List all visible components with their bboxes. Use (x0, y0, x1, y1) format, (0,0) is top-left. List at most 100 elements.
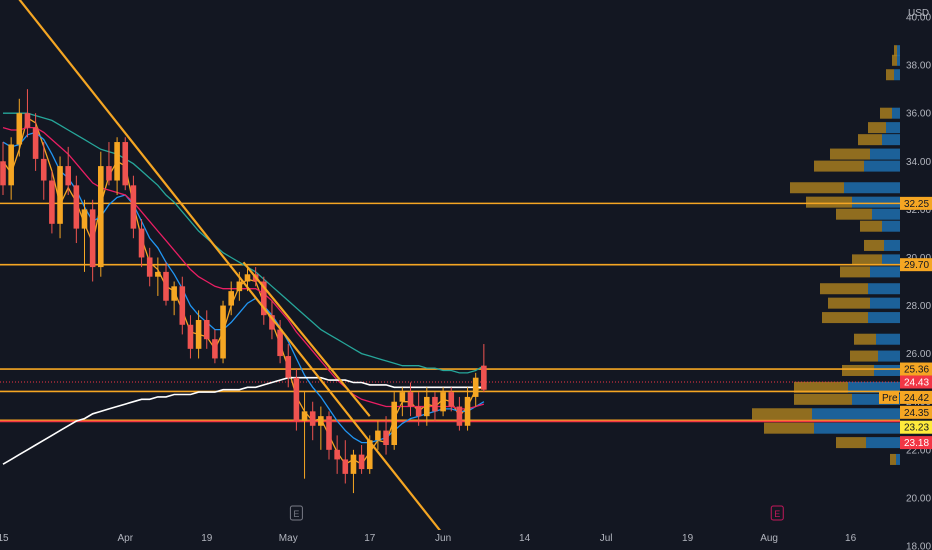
price-tag-background (900, 390, 932, 404)
candle-body (16, 113, 23, 145)
candle-body (244, 274, 251, 282)
volume-profile-bar-up (822, 312, 868, 324)
volume-profile-bar-down (897, 45, 900, 57)
volume-profile-bar-up (886, 69, 894, 81)
earnings-marker[interactable]: E (770, 505, 784, 521)
trendline (18, 0, 442, 530)
candle-body (334, 449, 340, 460)
candle-body (57, 166, 63, 224)
pre-market-label: Pre (882, 393, 898, 404)
candle-body (481, 365, 487, 390)
y-axis-tick-label: 34.00 (906, 157, 931, 168)
candle-body (383, 430, 389, 446)
candle-body (73, 185, 80, 229)
candle-body (440, 392, 446, 412)
candle-body (114, 142, 120, 181)
volume-profile-bar-up (790, 182, 844, 194)
y-axis-tick-label: 22.00 (906, 445, 931, 456)
volume-profile-bar-down (848, 381, 900, 393)
y-axis-tick-label: 26.00 (906, 349, 931, 360)
volume-profile-bar-down (886, 122, 900, 134)
volume-profile-bar-up (840, 266, 870, 278)
x-axis-tick-label: 19 (682, 533, 694, 544)
volume-profile-bar-up (854, 333, 876, 345)
y-axis-tick-label: 38.00 (906, 61, 931, 72)
volume-profile-bar-up (828, 297, 870, 309)
candle-body (98, 166, 104, 268)
volume-profile-bar-up (850, 350, 878, 362)
candle-body (81, 209, 88, 229)
candle-body (8, 144, 14, 186)
volume-profile-bar-down (852, 196, 900, 208)
price-tag: 24.35 (900, 405, 932, 419)
candle-body (187, 324, 194, 349)
price-tag: 32.25 (900, 196, 932, 210)
volume-profile-bar-down (812, 408, 900, 420)
price-tag-background (900, 258, 932, 272)
candle-body (326, 416, 332, 450)
volume-profile-bar-up (836, 208, 872, 220)
price-tag: 24.43 (900, 375, 932, 389)
y-axis-tick-label: 18.00 (906, 542, 931, 550)
candle-body (40, 158, 47, 181)
candle-body (130, 185, 137, 229)
volume-profile-bar-up (842, 364, 874, 376)
candle-body (171, 286, 177, 301)
candle-body (301, 411, 308, 421)
plot-area (0, 0, 900, 530)
volume-profile-bar-up (830, 148, 870, 160)
candle-body (228, 291, 234, 306)
volume-profile-bar-down (870, 266, 900, 278)
volume-profile-bar-up (852, 254, 882, 266)
volume-profile-bar-up (864, 239, 884, 251)
candle-body (212, 339, 218, 359)
moving-average-line (2, 126, 485, 410)
candle-body (195, 319, 202, 349)
volume-profile-bar-up (868, 122, 886, 134)
volume-profile-bar-up (836, 437, 866, 449)
volume-profile-bar-down (864, 160, 900, 172)
price-tag: 23.23 (900, 420, 932, 434)
earnings-marker[interactable]: E (289, 505, 303, 521)
volume-profile-bar-up (890, 453, 896, 465)
candle-body (358, 454, 365, 470)
volume-profile-bar-down (882, 254, 900, 266)
volume-profile-bar-up (806, 196, 852, 208)
candle-body (293, 377, 300, 421)
price-axis-panel (900, 0, 932, 550)
price-tag: 24.42 Pre (879, 390, 932, 404)
price-tag: 25.36 (900, 362, 932, 376)
candle-body (24, 113, 31, 128)
price-tag-background (900, 196, 932, 210)
volume-profile-bar-up (794, 393, 852, 405)
price-tag-label: 24.43 (904, 378, 929, 389)
candle-body (285, 356, 292, 378)
price-tag-background (900, 436, 932, 450)
volume-profile-bar-down (870, 297, 900, 309)
volume-profile-bar-down (896, 453, 900, 465)
candle-body (448, 392, 455, 407)
x-axis-tick-label: Jul (600, 533, 613, 544)
candle-body (236, 281, 243, 292)
x-axis-tick-label: 17 (364, 533, 376, 544)
candle-body (309, 411, 316, 426)
trendline (242, 261, 371, 417)
volume-profile-bar-up (858, 134, 882, 146)
volume-profile-bar-up (894, 45, 897, 57)
earnings-marker-label: E (774, 509, 780, 519)
price-tag-background (900, 405, 932, 419)
price-tag-label: 24.42 (904, 393, 929, 404)
candle-body (122, 142, 129, 186)
volume-profile-bar-down (892, 107, 900, 119)
candle-body (277, 329, 283, 357)
candle-body (179, 286, 186, 325)
volume-profile-bar-down (866, 437, 900, 449)
candle-body (106, 166, 112, 181)
price-tag-background (900, 375, 932, 389)
earnings-marker-label: E (293, 509, 299, 519)
y-axis-tick-label: 32.00 (906, 205, 931, 216)
price-tag-label: 32.25 (904, 199, 929, 210)
volume-profile-bar-down (884, 239, 900, 251)
